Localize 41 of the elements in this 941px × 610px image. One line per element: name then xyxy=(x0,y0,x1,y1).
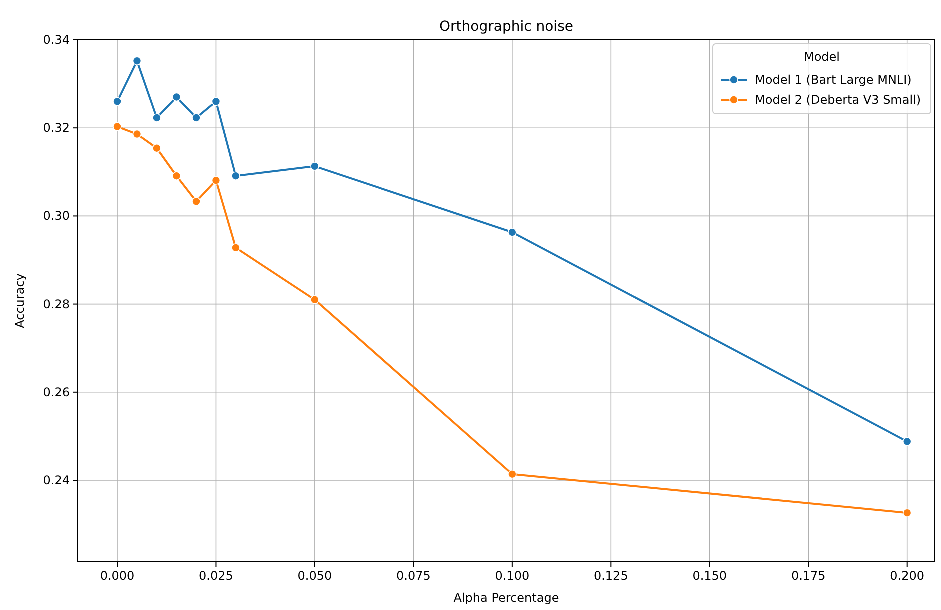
point xyxy=(172,92,182,102)
legend-title: Model xyxy=(804,50,840,64)
x-tick-label: 0.025 xyxy=(199,569,234,583)
point xyxy=(508,470,517,479)
point xyxy=(232,172,240,181)
point xyxy=(152,114,162,122)
point xyxy=(310,296,320,304)
x-tick-label: 0.200 xyxy=(890,569,925,583)
y-tick-label: 0.24 xyxy=(43,474,70,488)
point xyxy=(152,144,162,153)
point xyxy=(132,130,142,139)
x-tick-label: 0.050 xyxy=(298,569,332,583)
x-tick-label: 0.125 xyxy=(594,569,628,583)
point xyxy=(902,508,912,518)
x-tick-label: 0.175 xyxy=(791,569,826,583)
point xyxy=(212,176,221,185)
point xyxy=(132,56,142,66)
x-tick-label: 0.075 xyxy=(396,569,431,583)
point xyxy=(113,97,122,106)
y-tick-label: 0.32 xyxy=(43,121,70,136)
point xyxy=(113,122,122,132)
point xyxy=(212,97,221,106)
point xyxy=(310,162,320,171)
point xyxy=(192,114,201,122)
point xyxy=(232,244,240,252)
legend-label: Model 2 (Deberta V3 Small) xyxy=(755,93,922,107)
x-tick-label: 0.100 xyxy=(495,569,530,583)
y-tick-label: 0.30 xyxy=(43,209,70,224)
y-axis-title: Accuracy xyxy=(13,274,27,328)
y-tick-label: 0.34 xyxy=(43,33,70,47)
y-tick-label: 0.28 xyxy=(43,297,70,312)
point xyxy=(902,437,912,446)
point xyxy=(508,228,517,237)
x-tick-label: 0.150 xyxy=(692,569,728,583)
x-axis-title: Alpha Percentage xyxy=(454,591,560,605)
y-tick-label: 0.26 xyxy=(43,385,70,400)
legend-label: Model 1 (Bart Large MNLI) xyxy=(755,73,912,87)
point xyxy=(192,197,201,206)
chart-title: Orthographic noise xyxy=(440,19,574,35)
point xyxy=(172,172,182,181)
x-tick-label: 0.000 xyxy=(100,569,135,583)
